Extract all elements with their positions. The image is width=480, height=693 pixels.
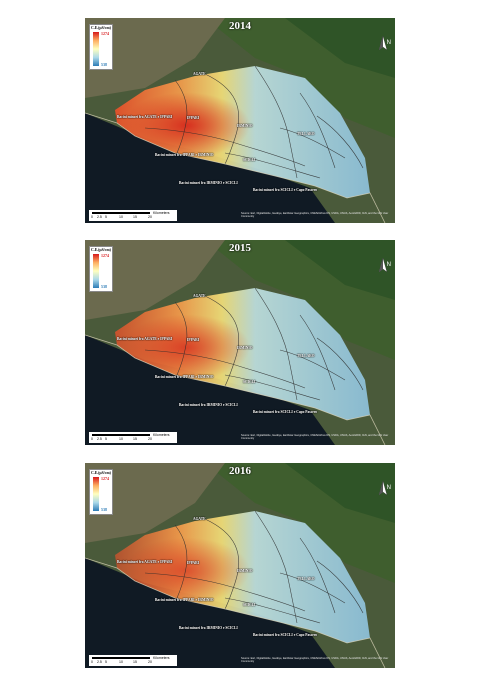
map-credits: Source: Esri, DigitalGlobe, GeoEye, Eart…: [241, 657, 389, 664]
scale-bar: Kilometers 0 2.5 5 10 15 20: [89, 210, 177, 221]
label-scicli: SCICLI: [243, 603, 256, 607]
label-bacini-agate-ippari: Bacini minori fra AGATE e IPPARI: [117, 337, 173, 341]
label-bacini-ippari-irminio: Bacini minori fra IPPARI e IRMINIO: [155, 375, 214, 379]
map-legend: C.E.(µS/cm) 1274 538: [89, 24, 113, 70]
scale-tick: 20: [148, 215, 152, 219]
scale-tick: 20: [148, 437, 152, 441]
label-ippari: IPPARI: [187, 561, 200, 565]
map-panel-2014: 2014 C.E.(µS/cm) 1274 538 N AGATE IPPARI…: [85, 18, 395, 223]
north-arrow-icon: [378, 481, 388, 496]
map-credits: Source: Esri, DigitalGlobe, GeoEye, Eart…: [241, 212, 389, 219]
label-irminio: IRMINIO: [237, 569, 253, 573]
label-agate: AGATE: [193, 517, 206, 521]
label-bacini-scicli-capo: Bacini minori fra SCICLI e Capo Passero: [253, 188, 318, 192]
scale-tick: 15: [133, 437, 137, 441]
map-panel-2015: 2015 C.E.(µS/cm) 1274 538 N AGATE IPPARI…: [85, 240, 395, 445]
scale-tick: 10: [119, 215, 123, 219]
year-title: 2014: [229, 20, 251, 32]
scale-tick: 0: [91, 660, 93, 664]
scale-tick: 10: [119, 437, 123, 441]
satellite-map: [85, 18, 395, 223]
legend-min-value: 538: [101, 507, 107, 512]
scale-tick: 20: [148, 660, 152, 664]
label-bacini-irminio-scicli: Bacini minori fra IRMINIO e SCICLI: [179, 403, 238, 407]
legend-color-ramp: [93, 254, 99, 288]
scale-bar: Kilometers 0 2.5 5 10 15 20: [89, 655, 177, 666]
legend-color-ramp: [93, 477, 99, 511]
scale-tick: 15: [133, 660, 137, 664]
label-tellaro: TELLARO: [297, 577, 315, 581]
label-bacini-irminio-scicli: Bacini minori fra IRMINIO e SCICLI: [179, 626, 238, 630]
map-legend: C.E.(µS/cm) 1274 538: [89, 246, 113, 292]
map-panel-2016: 2016 C.E.(µS/cm) 1274 538 N AGATE IPPARI…: [85, 463, 395, 668]
label-bacini-agate-ippari: Bacini minori fra AGATE e IPPARI: [117, 115, 173, 119]
legend-title: C.E.(µS/cm): [91, 248, 111, 252]
scale-unit: Kilometers: [153, 433, 170, 437]
map-credits: Source: Esri, DigitalGlobe, GeoEye, Eart…: [241, 434, 389, 441]
north-label: N: [386, 485, 391, 491]
north-label: N: [386, 40, 391, 46]
scale-tick: 5: [105, 215, 107, 219]
north-arrow-icon: [378, 258, 388, 273]
scale-tick: 5: [105, 660, 107, 664]
label-bacini-irminio-scicli: Bacini minori fra IRMINIO e SCICLI: [179, 181, 238, 185]
scale-unit: Kilometers: [153, 211, 170, 215]
label-bacini-ippari-irminio: Bacini minori fra IPPARI e IRMINIO: [155, 598, 214, 602]
scale-tick: 0: [91, 437, 93, 441]
label-irminio: IRMINIO: [237, 124, 253, 128]
map-legend: C.E.(µS/cm) 1274 538: [89, 469, 113, 515]
legend-title: C.E.(µS/cm): [91, 471, 111, 475]
label-tellaro: TELLARO: [297, 132, 315, 136]
satellite-map: [85, 463, 395, 668]
scale-tick: 2.5: [97, 660, 102, 664]
year-title: 2015: [229, 242, 251, 254]
label-scicli: SCICLI: [243, 380, 256, 384]
satellite-map: [85, 240, 395, 445]
scale-tick: 2.5: [97, 437, 102, 441]
legend-min-value: 538: [101, 62, 107, 67]
label-bacini-scicli-capo: Bacini minori fra SCICLI e Capo Passero: [253, 633, 318, 637]
scale-tick: 2.5: [97, 215, 102, 219]
label-agate: AGATE: [193, 294, 206, 298]
scale-tick: 15: [133, 215, 137, 219]
label-irminio: IRMINIO: [237, 346, 253, 350]
scale-tick: 0: [91, 215, 93, 219]
north-label: N: [386, 262, 391, 268]
legend-color-ramp: [93, 32, 99, 66]
year-title: 2016: [229, 465, 251, 477]
label-ippari: IPPARI: [187, 116, 200, 120]
north-arrow-icon: [378, 36, 388, 51]
legend-max-value: 1274: [101, 476, 109, 481]
scale-bar: Kilometers 0 2.5 5 10 15 20: [89, 432, 177, 443]
label-agate: AGATE: [193, 72, 206, 76]
legend-max-value: 1274: [101, 253, 109, 258]
scale-unit: Kilometers: [153, 656, 170, 660]
legend-max-value: 1274: [101, 31, 109, 36]
legend-min-value: 538: [101, 284, 107, 289]
scale-tick: 5: [105, 437, 107, 441]
scale-tick: 10: [119, 660, 123, 664]
label-ippari: IPPARI: [187, 338, 200, 342]
label-bacini-scicli-capo: Bacini minori fra SCICLI e Capo Passero: [253, 410, 318, 414]
legend-title: C.E.(µS/cm): [91, 26, 111, 30]
label-tellaro: TELLARO: [297, 354, 315, 358]
label-bacini-ippari-irminio: Bacini minori fra IPPARI e IRMINIO: [155, 153, 214, 157]
label-bacini-agate-ippari: Bacini minori fra AGATE e IPPARI: [117, 560, 173, 564]
label-scicli: SCICLI: [243, 158, 256, 162]
